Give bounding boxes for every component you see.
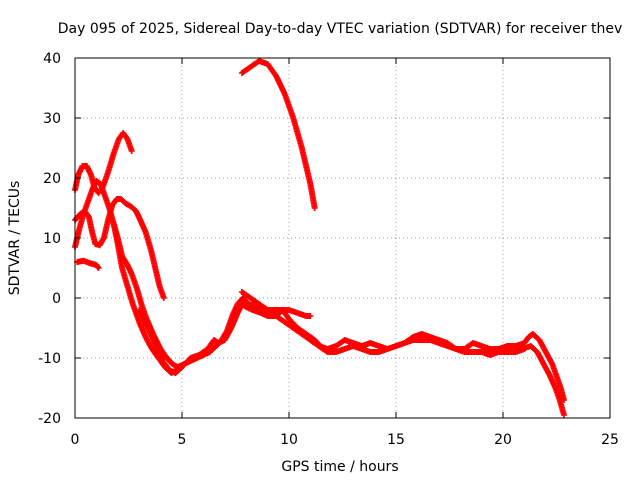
series-arc-9 [510, 343, 567, 418]
y-tick-label: 20 [43, 171, 61, 187]
series-arc-4 [74, 257, 102, 271]
y-tick-label: 10 [43, 231, 61, 247]
series-arc-3 [72, 178, 181, 376]
y-axis-label: SDTVAR / TECUs [7, 181, 23, 296]
x-axis-label: GPS time / hours [281, 459, 398, 475]
series-arc-6 [136, 301, 335, 376]
axis-ticks: 0 5 10 15 20 25 -20 -10 0 10 20 30 40 [38, 51, 619, 448]
data-point [128, 148, 135, 154]
data-point [311, 205, 318, 211]
x-tick-label: 5 [178, 432, 187, 448]
data-point [95, 265, 102, 271]
data-point [560, 412, 567, 418]
y-tick-label: 40 [43, 51, 61, 67]
data-point [160, 295, 167, 301]
x-tick-label: 0 [71, 432, 80, 448]
series-arc-10 [238, 58, 318, 211]
data-point [307, 313, 314, 319]
x-tick-label: 25 [601, 432, 619, 448]
data-series [72, 58, 567, 418]
grid-lines [75, 58, 610, 418]
y-tick-label: -20 [38, 411, 61, 427]
y-tick-label: 30 [43, 111, 61, 127]
x-tick-label: 20 [494, 432, 512, 448]
x-tick-label: 15 [387, 432, 405, 448]
y-tick-label: -10 [38, 351, 61, 367]
x-tick-label: 10 [280, 432, 298, 448]
chart-title: Day 095 of 2025, Sidereal Day-to-day VTE… [58, 21, 622, 37]
y-tick-label: 0 [52, 291, 61, 307]
series-arc-8 [307, 331, 567, 403]
series-arc-5 [110, 220, 314, 370]
